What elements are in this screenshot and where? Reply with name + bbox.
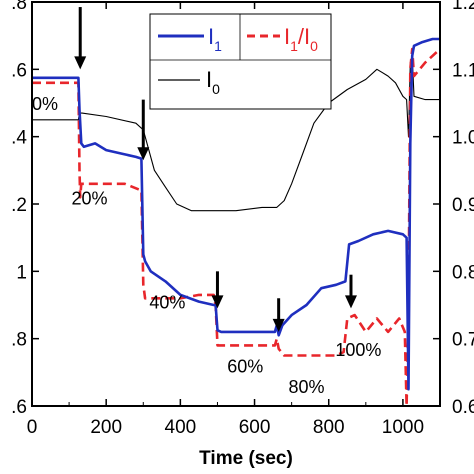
arrow-head [211,295,224,309]
series-line-i1 [32,37,440,391]
y-tick-label-left: .2 [11,195,27,216]
y-tick-label-right: 0.6 [452,397,474,418]
y-tick-label-left: .8 [11,0,27,14]
percent-label: 80% [288,377,324,397]
percent-label: 60% [227,357,263,377]
percent-label: 20% [71,188,107,208]
y-tick-label-left: 1 [16,262,27,283]
y-tick-label-left: .6 [11,397,27,418]
percent-label: 100% [335,340,381,360]
x-tick-label: 0 [27,417,38,438]
x-tick-label: 400 [165,417,197,438]
legend-label-ratio: I1/I0 [284,24,318,54]
arrow-annotations [74,7,357,332]
arrow-head [137,147,150,161]
arrow-head [272,318,285,332]
y-tick-label-right: 1.2 [452,0,474,14]
y-tick-label-right: 0.8 [452,262,474,283]
legend: I1 I1/I0 I0 [149,13,332,110]
y-tick-label-right: 0.9 [452,195,474,216]
series-line-i0 [32,55,440,212]
y-tick-label-left: .4 [11,128,27,149]
x-axis-label: Time (sec) [199,448,293,469]
series-line-i1-i0 [32,47,441,408]
y-tick-label-right: 1.1 [452,60,474,81]
legend-box [149,13,332,110]
percent-label: 0% [32,94,58,114]
series-group [32,37,441,408]
percent-label: 40% [149,293,185,313]
x-tick-label: 1000 [382,417,424,438]
axes-group: 0 200 400 600 800 1000.6.81.2.4.6.80.60.70.80… [11,0,474,438]
legend-label-i0: I0 [206,67,220,97]
arrow-head [74,56,87,70]
y-tick-label-right: 0.7 [452,330,474,351]
y-tick-label-left: .6 [11,60,27,81]
x-tick-label: 600 [239,417,271,438]
y-tick-label-left: .8 [11,330,27,351]
y-tick-label-right: 1.0 [452,128,474,149]
legend-label-i1: I1 [208,24,222,54]
arrow-head [344,295,357,309]
percent-annotations: 0% 20% 40% 60% 80% 100% [32,94,381,397]
x-tick-label: 800 [313,417,345,438]
x-tick-label: 200 [90,417,122,438]
